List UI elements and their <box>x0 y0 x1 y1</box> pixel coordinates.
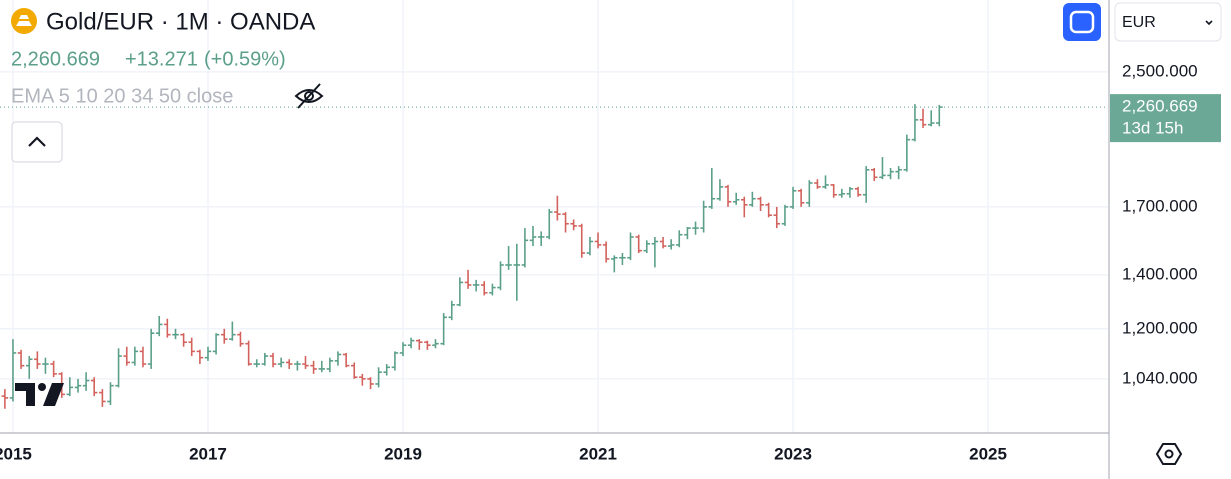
x-tick-label: 2021 <box>579 444 617 463</box>
change-pct: (+0.59%) <box>204 48 286 70</box>
x-tick-label: 2015 <box>0 444 32 463</box>
fullscreen-icon <box>1069 10 1095 34</box>
y-tick-label: 2,500.000 <box>1122 61 1198 80</box>
eye-pupil <box>304 91 314 101</box>
settings-button[interactable] <box>1155 443 1183 465</box>
settings-hexagon <box>1155 443 1183 465</box>
change: +13.271 <box>125 48 198 70</box>
fullscreen-box <box>1063 3 1101 41</box>
currency-dropdown[interactable]: EUR <box>1114 2 1222 42</box>
price-tag-price: 2,260.669 <box>1122 97 1198 116</box>
currency-label: EUR <box>1122 14 1156 31</box>
price-tag-box <box>1110 94 1221 143</box>
logo-seven <box>15 383 35 406</box>
y-tick-label: 1,040.000 <box>1122 368 1198 387</box>
price-tag-countdown: 13d 15h <box>1122 119 1183 138</box>
dropdown-chevron <box>1205 20 1213 26</box>
collapse-box <box>11 121 63 163</box>
collapse-button[interactable] <box>11 121 63 163</box>
hide-indicator-button[interactable] <box>294 83 324 109</box>
x-tick-label: 2017 <box>189 444 227 463</box>
currency-box <box>1114 2 1222 42</box>
x-tick-label: 2019 <box>384 444 422 463</box>
axes: 2015 2017 2019 2021 2023 2025 1,040.000 1,200.0… <box>0 61 1198 463</box>
indicator-label: EMA 5 10 20 34 50 close <box>11 85 233 107</box>
chevron-up <box>28 136 46 147</box>
grid <box>0 0 1108 433</box>
x-tick-label: 2023 <box>774 444 812 463</box>
tradingview-logo <box>15 383 64 406</box>
price-tag: 2,260.669 13d 15h <box>0 94 1221 143</box>
chart-title: Gold/EUR · 1M · OANDA <box>46 8 315 35</box>
logo-slash <box>43 383 64 406</box>
y-tick-label: 1,700.000 <box>1122 196 1198 215</box>
bars <box>1 104 943 409</box>
y-tick-label: 1,200.000 <box>1122 318 1198 337</box>
fullscreen-button[interactable] <box>1063 3 1101 41</box>
last-price: 2,260.669 <box>11 48 100 70</box>
symbol-icon-bars <box>16 15 32 26</box>
eye-slash <box>297 83 321 109</box>
x-tick-label: 2025 <box>969 444 1007 463</box>
logo-dot <box>38 383 46 391</box>
y-tick-label: 1,400.000 <box>1122 264 1198 283</box>
settings-dot <box>1164 449 1174 459</box>
